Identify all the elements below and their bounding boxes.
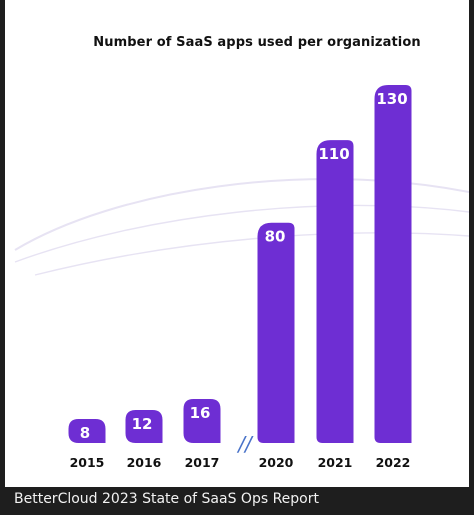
x-tick-labels-group: 2015 2016 2017 2020 2021 2022 <box>70 455 411 470</box>
bar-2020 <box>257 222 295 443</box>
x-tick-2020: 2020 <box>259 455 294 470</box>
x-tick-2022: 2022 <box>376 455 411 470</box>
value-labels-group: 8 12 16 80 110 130 <box>80 90 408 442</box>
x-tick-2015: 2015 <box>70 455 105 470</box>
value-label-2016: 12 <box>132 415 153 433</box>
image-caption: BetterCloud 2023 State of SaaS Ops Repor… <box>14 491 319 507</box>
value-label-2015: 8 <box>80 424 90 442</box>
bar-2021 <box>316 140 354 444</box>
value-label-2021: 110 <box>318 145 349 163</box>
bar-2017 <box>183 398 221 443</box>
axis-break-marker: // <box>236 432 254 456</box>
background-swoosh <box>34 232 469 276</box>
chart-title: Number of SaaS apps used per organizatio… <box>93 35 421 50</box>
bar-chart: 8 12 16 80 110 130 2015 2016 2017 2020 2021 2022 /… <box>14 85 469 470</box>
value-label-2017: 16 <box>190 404 211 422</box>
value-label-2022: 130 <box>376 90 407 108</box>
x-tick-2016: 2016 <box>127 455 162 470</box>
x-tick-2021: 2021 <box>318 455 353 470</box>
bars-group <box>68 85 412 444</box>
bar-2016 <box>125 409 163 443</box>
chart-panel: 8 12 16 80 110 130 2015 2016 2017 2020 2021 2022 /… <box>5 0 469 487</box>
value-label-2020: 80 <box>265 228 286 246</box>
bar-2022 <box>374 85 412 443</box>
x-tick-2017: 2017 <box>185 455 220 470</box>
bar-2015 <box>68 419 106 443</box>
